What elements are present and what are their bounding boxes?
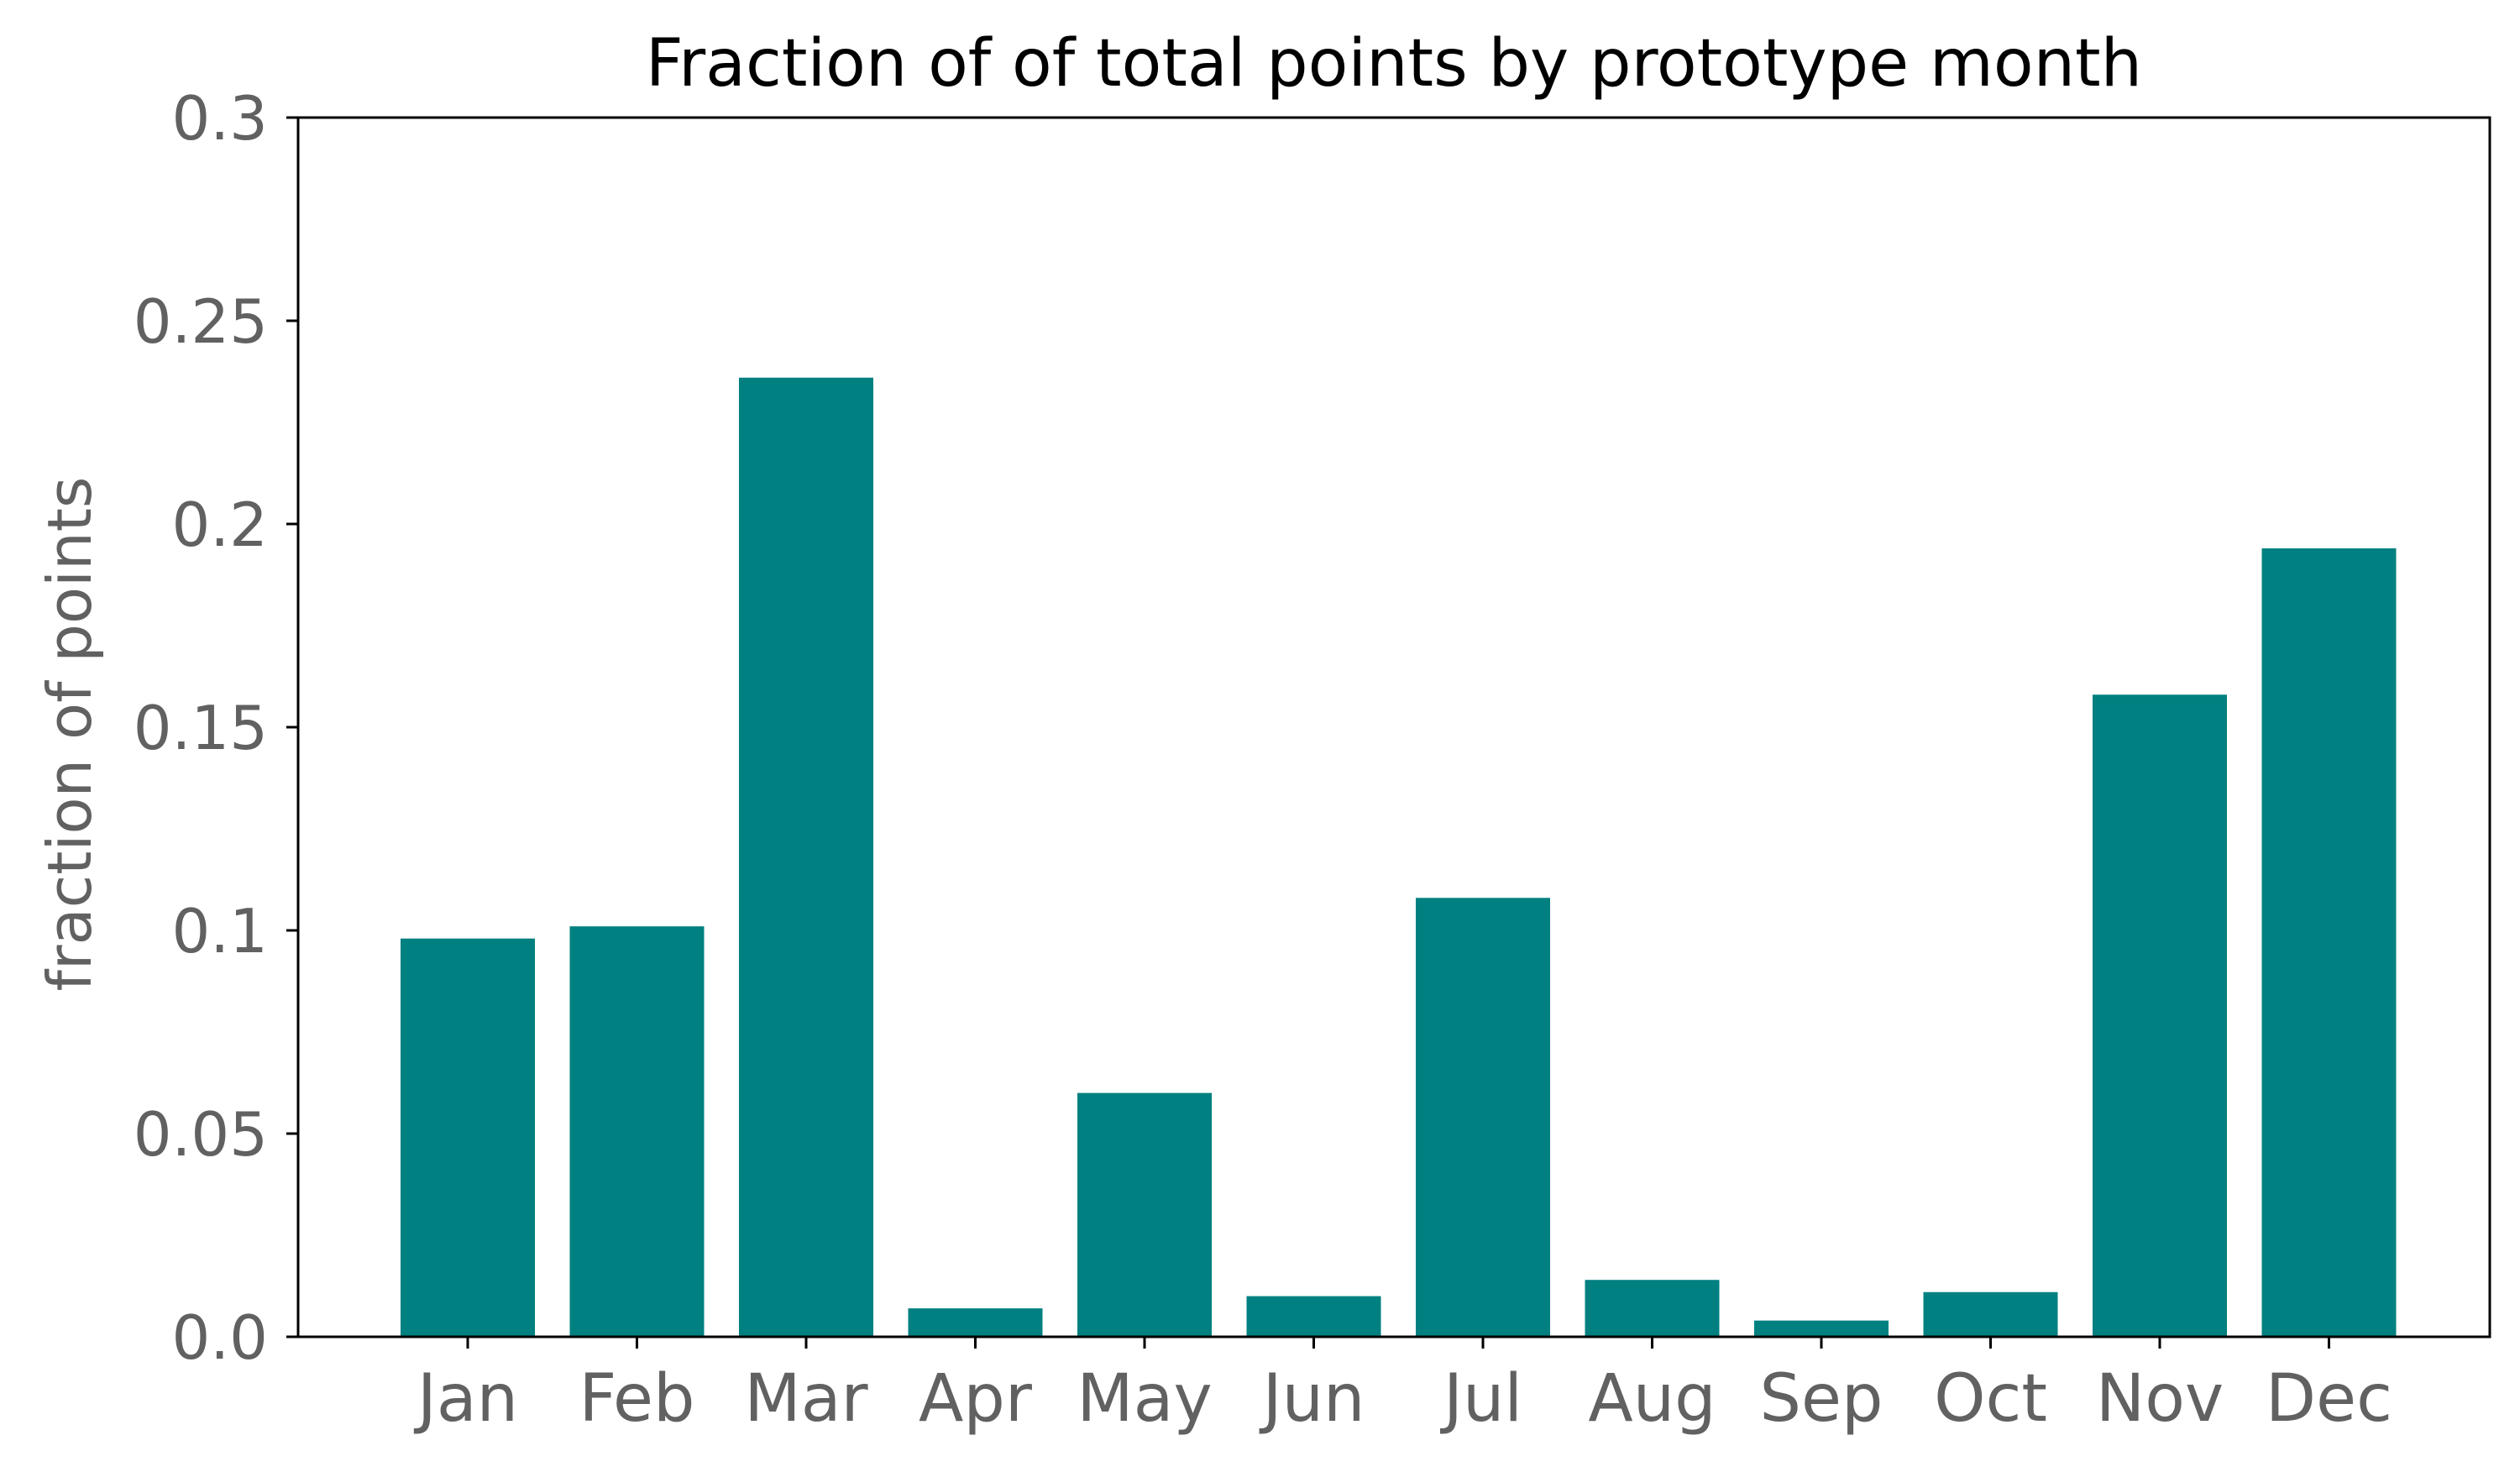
bar-jun [1246,1296,1381,1337]
y-tick-label: 0.15 [134,693,268,763]
x-tick-label-jun: Jun [1259,1361,1365,1437]
bar-jan [401,938,535,1337]
bar-feb [569,926,705,1337]
bar-aug [1585,1280,1720,1337]
bar-oct [1923,1291,2058,1337]
y-tick-label: 0.3 [171,83,268,154]
x-tick-label-mar: Mar [744,1361,868,1437]
x-tick-label-jan: Jan [413,1361,518,1437]
bars-layer [401,377,2397,1337]
x-tick-label-apr: Apr [919,1361,1033,1437]
x-tick-label-may: May [1077,1361,1212,1437]
bar-mar [739,377,873,1337]
bar-apr [908,1308,1043,1337]
bar-sep [1754,1320,1889,1337]
bar-may [1077,1092,1212,1337]
y-axis-label: fraction of points [34,477,105,992]
bar-nov [2093,694,2227,1337]
y-tick-label: 0.0 [171,1302,268,1373]
x-axis: Jan Feb Mar Apr May Jun Jul Aug Sep Oct Nov Dec [413,1337,2392,1437]
y-axis: 0.0 0.05 0.1 0.15 0.2 0.25 0.3 [134,83,298,1373]
y-tick-label: 0.05 [134,1099,268,1170]
bar-jul [1416,898,1550,1337]
x-tick-label-jul: Jul [1439,1361,1522,1437]
x-tick-label-sep: Sep [1759,1361,1883,1437]
bar-dec [2261,548,2397,1337]
y-tick-label: 0.2 [171,490,268,560]
x-tick-label-oct: Oct [1934,1361,2047,1437]
x-tick-label-nov: Nov [2096,1361,2224,1437]
x-tick-label-feb: Feb [579,1361,694,1437]
y-tick-label: 0.25 [134,286,268,357]
x-tick-label-dec: Dec [2266,1361,2392,1437]
chart-title: Fraction of of total points by prototype… [646,26,2142,102]
x-tick-label-aug: Aug [1588,1361,1716,1437]
y-tick-label: 0.1 [171,896,268,966]
